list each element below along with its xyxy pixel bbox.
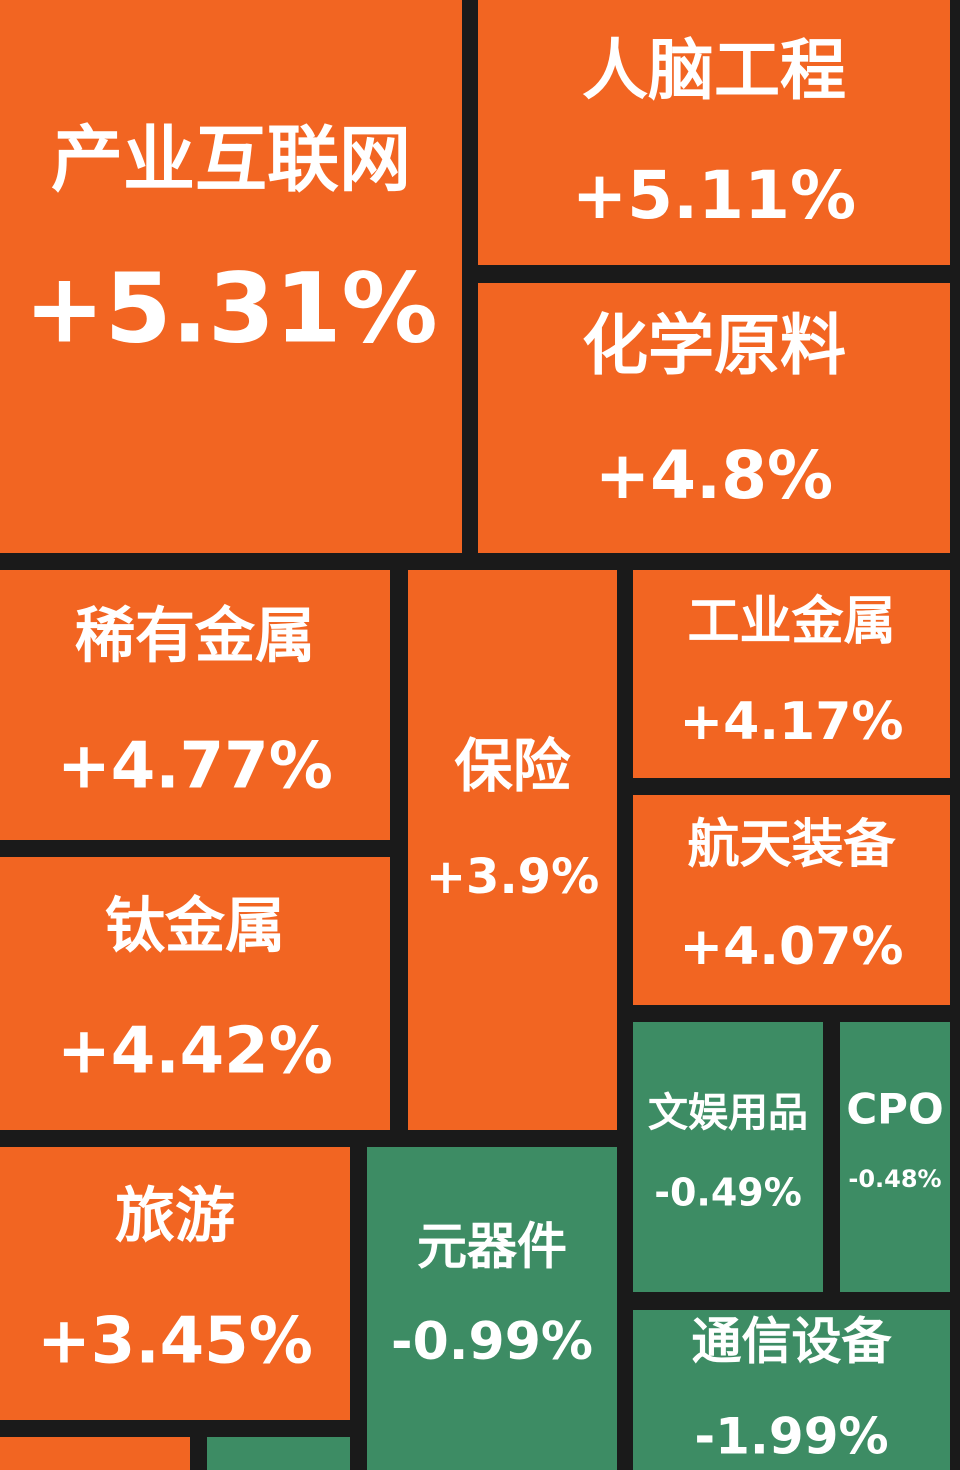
tile-label: 文娱用品 (648, 1090, 808, 1136)
tile (478, 283, 950, 553)
value-label: +4.17% (680, 692, 904, 752)
value-label: -0.99% (391, 1312, 593, 1372)
tile-label: 元器件 (417, 1218, 567, 1276)
tile-label: 保险 (454, 732, 571, 800)
value-label: +4.07% (680, 917, 904, 977)
tile-label: 产业互联网 (51, 118, 411, 202)
value-label: +4.42% (57, 1015, 333, 1089)
value-label: +4.8% (595, 437, 833, 514)
tile-label: 化学原料 (582, 307, 846, 384)
tile (408, 570, 617, 1130)
tile (478, 0, 950, 265)
tile-label: 旅游 (115, 1182, 235, 1252)
value-label: +5.11% (572, 157, 856, 234)
tile-label: 人脑工程 (582, 32, 846, 109)
value-label: -0.49% (654, 1171, 802, 1215)
tile-label: 工业金属 (687, 592, 895, 652)
partial-tile (207, 1437, 350, 1470)
tile (633, 1022, 823, 1292)
value-label: +3.9% (426, 849, 599, 905)
partial-tile (0, 1437, 190, 1470)
tile-label: 航天装备 (687, 815, 896, 875)
tile (633, 1310, 950, 1470)
tile (0, 570, 390, 840)
tile (633, 570, 950, 778)
value-label: -0.48% (848, 1165, 941, 1193)
tile-label: 通信设备 (692, 1313, 893, 1371)
tile (840, 1022, 950, 1292)
tile (0, 0, 462, 553)
value-label: -1.99% (694, 1408, 888, 1466)
tile (367, 1147, 617, 1470)
tile (633, 795, 950, 1005)
tile (0, 1147, 350, 1420)
value-label: +5.31% (24, 252, 437, 364)
tile-label: 稀有金属 (75, 602, 315, 672)
tile-label: 钛金属 (105, 892, 285, 962)
value-label: +4.77% (57, 730, 333, 804)
tile-label: CPO (846, 1085, 943, 1134)
value-label: +3.45% (37, 1305, 313, 1379)
tile (0, 857, 390, 1130)
